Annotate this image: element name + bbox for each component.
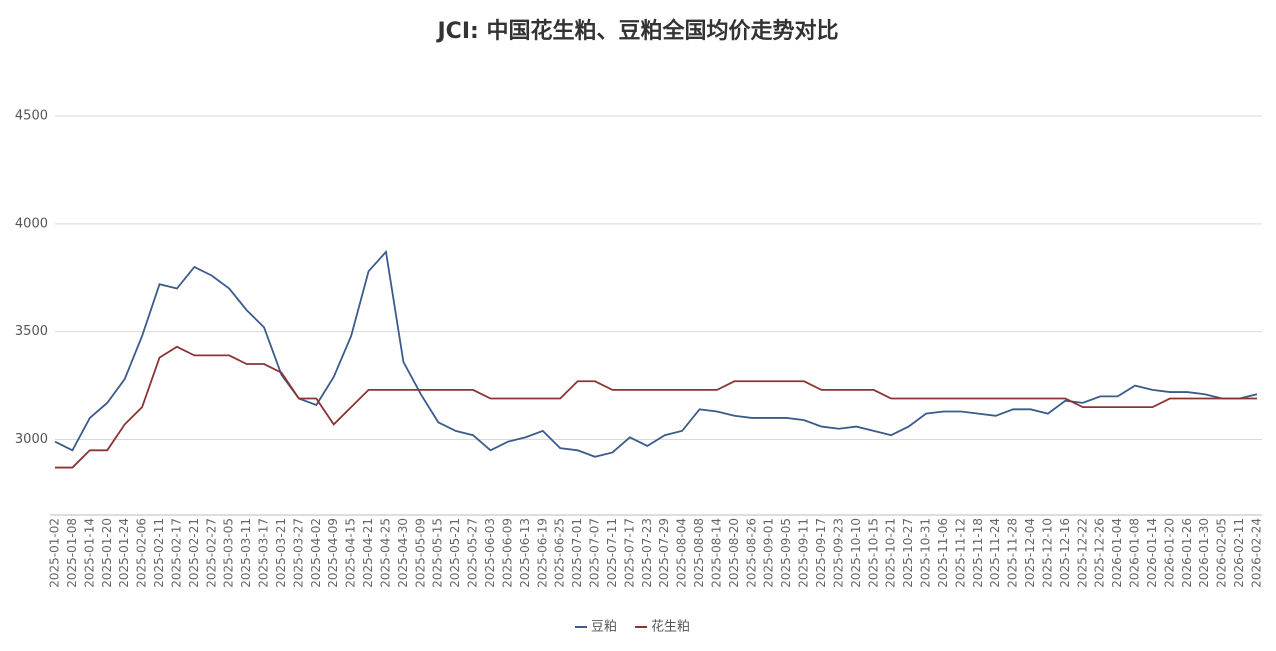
x-tick-label: 2026-01-04 [1110, 518, 1124, 588]
x-tick-label: 2025-12-04 [1023, 518, 1037, 588]
x-tick-label: 2025-07-07 [588, 518, 602, 588]
x-tick-label: 2025-02-17 [169, 518, 183, 588]
series-line [55, 345, 1257, 469]
x-tick-label: 2025-03-11 [239, 518, 253, 588]
x-tick-label: 2025-08-08 [692, 518, 706, 588]
y-tick-label: 3000 [15, 432, 48, 447]
x-tick-label: 2025-08-26 [744, 518, 758, 588]
x-tick-label: 2025-09-11 [797, 518, 811, 588]
x-tick-label: 2025-06-09 [500, 518, 514, 588]
x-tick-label: 2025-07-29 [657, 518, 671, 588]
x-tick-label: 2025-01-02 [48, 518, 62, 588]
x-tick-label: 2025-02-06 [135, 518, 149, 588]
x-tick-label: 2025-01-08 [65, 518, 79, 588]
x-tick-label: 2025-10-15 [866, 518, 880, 588]
x-tick-label: 2025-02-27 [204, 518, 218, 588]
x-tick-label: 2025-07-17 [622, 518, 636, 588]
x-tick-label: 2025-06-13 [518, 518, 532, 588]
x-tick-label: 2025-07-11 [605, 518, 619, 588]
x-tick-label: 2025-12-26 [1093, 518, 1107, 588]
x-tick-label: 2025-08-20 [727, 518, 741, 588]
x-tick-label: 2025-08-14 [709, 518, 723, 588]
x-tick-label: 2025-04-25 [378, 518, 392, 588]
x-tick-label: 2025-05-15 [431, 518, 445, 588]
legend-label: 花生粕 [651, 619, 690, 635]
x-tick-label: 2025-09-05 [779, 518, 793, 588]
x-tick-label: 2026-01-08 [1128, 518, 1142, 588]
x-tick-label: 2025-05-09 [413, 518, 427, 588]
x-tick-label: 2025-10-10 [849, 518, 863, 588]
x-tick-label: 2025-12-10 [1040, 518, 1054, 588]
x-tick-label: 2025-02-11 [152, 518, 166, 588]
x-tick-label: 2026-02-11 [1232, 518, 1246, 588]
x-tick-label: 2026-02-24 [1250, 518, 1264, 588]
x-tick-label: 2025-07-01 [570, 518, 584, 588]
x-tick-label: 2025-12-16 [1058, 518, 1072, 588]
x-tick-label: 2026-01-26 [1180, 518, 1194, 588]
series-line [54, 249, 1258, 458]
x-tick-label: 2025-05-27 [466, 518, 480, 588]
x-tick-label: 2026-01-14 [1145, 518, 1159, 588]
x-tick-label: 2025-03-05 [222, 518, 236, 588]
x-tick-label: 2025-11-28 [1006, 518, 1020, 588]
x-tick-label: 2025-10-21 [884, 518, 898, 588]
x-tick-label: 2025-05-21 [448, 518, 462, 588]
x-tick-label: 2025-01-14 [82, 518, 96, 588]
x-tick-label: 2025-11-06 [936, 518, 950, 588]
x-tick-label: 2026-01-20 [1162, 518, 1176, 588]
x-tick-label: 2025-03-27 [291, 518, 305, 588]
chart-title: JCI: 中国花生粕、豆粕全国均价走势对比 [436, 18, 839, 44]
x-tick-label: 2025-04-21 [361, 518, 375, 588]
x-tick-label: 2025-08-04 [675, 518, 689, 588]
x-tick-label: 2025-09-01 [762, 518, 776, 588]
x-tick-label: 2025-06-19 [535, 518, 549, 588]
y-tick-label: 4000 [15, 216, 48, 231]
x-tick-label: 2025-02-21 [187, 518, 201, 588]
x-tick-label: 2025-04-09 [326, 518, 340, 588]
x-tick-label: 2025-10-31 [919, 518, 933, 588]
x-tick-label: 2025-01-20 [100, 518, 114, 588]
x-tick-label: 2025-06-03 [483, 518, 497, 588]
x-tick-label: 2025-09-23 [831, 518, 845, 588]
x-tick-label: 2025-04-30 [396, 518, 410, 588]
y-tick-label: 3500 [15, 324, 48, 339]
x-tick-label: 2025-11-12 [953, 518, 967, 588]
x-tick-label: 2025-12-22 [1075, 518, 1089, 588]
x-tick-label: 2026-02-05 [1215, 518, 1229, 588]
x-tick-label: 2025-11-24 [988, 518, 1002, 588]
x-tick-label: 2025-06-25 [553, 518, 567, 588]
x-tick-label: 2025-11-18 [971, 518, 985, 588]
x-tick-label: 2025-10-27 [901, 518, 915, 588]
x-tick-label: 2025-07-23 [640, 518, 654, 588]
x-tick-label: 2025-09-17 [814, 518, 828, 588]
x-tick-label: 2026-01-30 [1197, 518, 1211, 588]
x-tick-label: 2025-04-15 [344, 518, 358, 588]
x-tick-label: 2025-04-02 [309, 518, 323, 588]
legend-label: 豆粕 [591, 620, 617, 635]
x-tick-label: 2025-01-24 [117, 518, 131, 588]
x-tick-label: 2025-03-21 [274, 518, 288, 588]
x-tick-label: 2025-03-17 [257, 518, 271, 588]
y-tick-label: 4500 [15, 109, 48, 124]
